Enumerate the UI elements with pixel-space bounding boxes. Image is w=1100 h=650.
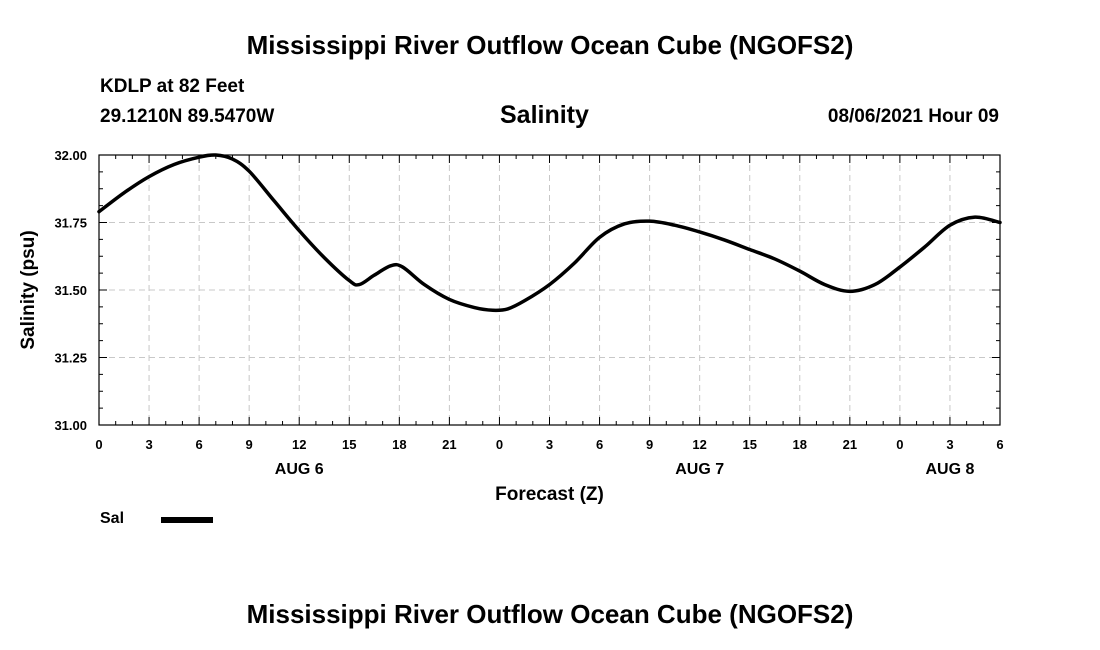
x-tick-label: 15: [342, 437, 356, 452]
x-tick-label: 3: [145, 437, 152, 452]
series-layer: [97, 153, 1002, 313]
x-tick-label: 9: [646, 437, 653, 452]
axis-labels: 0 3 6 9 12 15 18 21 0 3 6 9 12 15 18 21 0 3 6 31.00 31.25 31.…: [18, 148, 1004, 505]
legend-line-swatch: [161, 517, 213, 523]
x-day-label: AUG 8: [925, 461, 974, 478]
x-tick-label: 15: [742, 437, 756, 452]
x-tick-label: 0: [496, 437, 503, 452]
y-tick-label: 31.25: [54, 351, 87, 366]
station-label: KDLP at 82 Feet: [100, 76, 245, 97]
x-day-label: AUG 7: [675, 461, 724, 478]
y-axis-title: Salinity (psu): [18, 230, 39, 349]
chart-title-bottom: Mississippi River Outflow Ocean Cube (NG…: [246, 599, 854, 629]
x-tick-label: 6: [996, 437, 1003, 452]
x-tick-label: 9: [246, 437, 253, 452]
x-tick-label: 3: [946, 437, 953, 452]
y-tick-label: 32.00: [54, 148, 87, 163]
grid-lines: [99, 155, 1000, 425]
x-tick-label: 0: [95, 437, 102, 452]
x-tick-label: 6: [596, 437, 603, 452]
coordinates-label: 29.1210N 89.5470W: [100, 106, 275, 127]
x-tick-label: 12: [292, 437, 306, 452]
chart-title-top: Mississippi River Outflow Ocean Cube (NG…: [246, 30, 854, 60]
y-tick-label: 31.00: [54, 418, 87, 433]
forecast-datetime: 08/06/2021 Hour 09: [827, 106, 999, 127]
series-line-sal: [97, 153, 1002, 313]
x-tick-label: 0: [896, 437, 903, 452]
x-tick-label: 21: [843, 437, 857, 452]
x-tick-label: 12: [692, 437, 706, 452]
plot-frame: [98, 154, 1001, 426]
x-tick-label: 6: [195, 437, 202, 452]
y-tick-label: 31.50: [54, 283, 87, 298]
legend-label: Sal: [100, 510, 125, 527]
x-axis-title: Forecast (Z): [495, 484, 604, 505]
parameter-title: Salinity: [500, 101, 589, 129]
x-tick-label: 3: [546, 437, 553, 452]
y-tick-label: 31.75: [54, 216, 87, 231]
x-tick-label: 21: [442, 437, 456, 452]
x-tick-label: 18: [793, 437, 807, 452]
x-tick-label: 18: [392, 437, 406, 452]
x-day-label: AUG 6: [275, 461, 324, 478]
